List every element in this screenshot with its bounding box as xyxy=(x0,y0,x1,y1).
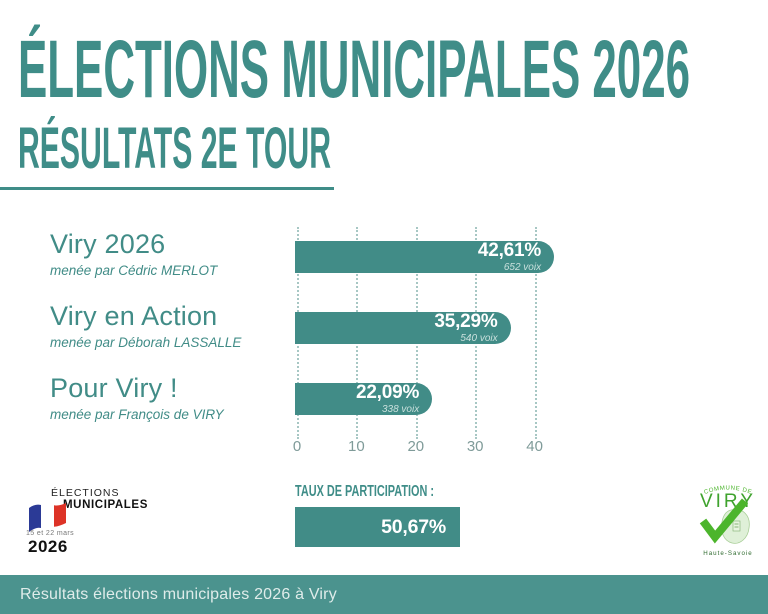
list-leader: menée par François de VIRY xyxy=(50,407,224,423)
page-title: ÉLECTIONS MUNICIPALES 2026 xyxy=(18,24,691,115)
map-label-mark xyxy=(732,520,741,532)
x-tick-label: 20 xyxy=(407,438,425,455)
candidate-label: Viry 2026 menée par Cédric MERLOT xyxy=(50,229,218,279)
french-flag-icon xyxy=(29,503,66,532)
checkmark-icon xyxy=(699,498,749,544)
x-tick-label: 40 xyxy=(526,438,543,455)
logo-year: 2026 xyxy=(28,537,68,556)
participation-bar: 50,67% xyxy=(295,507,460,547)
result-bar: 35,29% 540 voix xyxy=(295,312,511,344)
list-name: Pour Viry ! xyxy=(50,373,178,403)
logo-dates: 15 et 22 mars xyxy=(26,530,74,537)
result-bar: 22,09% 338 voix xyxy=(295,382,433,415)
x-tick-label: 10 xyxy=(348,438,365,455)
list-leader: menée par Cédric MERLOT xyxy=(50,263,218,279)
result-votes: 540 voix xyxy=(460,333,498,344)
svg-text:COMMUNE DE: COMMUNE DE xyxy=(703,485,752,495)
result-percentage: 42,61% xyxy=(477,240,542,261)
result-percentage: 35,29% xyxy=(434,311,498,332)
gridline xyxy=(534,227,537,439)
subtitle-underline xyxy=(0,187,334,190)
commune-de-viry-logo: COMMUNE DE VIRY Haute-Savoie xyxy=(691,479,765,559)
participation-label: TAUX DE PARTICIPATION : xyxy=(295,483,434,500)
candidate-label: Pour Viry ! menée par François de VIRY xyxy=(50,373,224,423)
page-subtitle: RÉSULTATS 2E TOUR xyxy=(18,116,331,181)
participation-value: 50,67% xyxy=(381,515,446,538)
x-tick-label: 30 xyxy=(466,438,484,455)
logo-haute-savoie: Haute-Savoie xyxy=(703,550,753,557)
result-votes: 652 voix xyxy=(503,262,542,273)
viry-logo-graphic: COMMUNE DE VIRY Haute-Savoie xyxy=(699,485,756,557)
list-leader: menée par Déborah LASSALLE xyxy=(50,335,242,351)
result-bar: 42,61% 652 voix xyxy=(295,240,555,273)
logo-commune-de: COMMUNE DE xyxy=(703,485,752,495)
footer-caption: Résultats élections municipales 2026 à V… xyxy=(20,586,337,603)
logo-line1: ÉLECTIONS xyxy=(51,487,120,499)
footer-bar: Résultats élections municipales 2026 à V… xyxy=(0,575,768,614)
candidate-label: Viry en Action menée par Déborah LASSALL… xyxy=(50,301,242,351)
elections-municipales-logo: ÉLECTIONS MUNICIPALES 15 et 22 mars 2026 xyxy=(25,487,165,556)
logo-viry-name: VIRY xyxy=(700,491,756,512)
result-votes: 338 voix xyxy=(381,404,420,415)
list-name: Viry en Action xyxy=(50,301,218,331)
list-name: Viry 2026 xyxy=(50,229,166,259)
x-tick-label: 0 xyxy=(292,438,302,455)
logo-line2: MUNICIPALES xyxy=(63,499,148,511)
result-percentage: 22,09% xyxy=(355,382,420,403)
